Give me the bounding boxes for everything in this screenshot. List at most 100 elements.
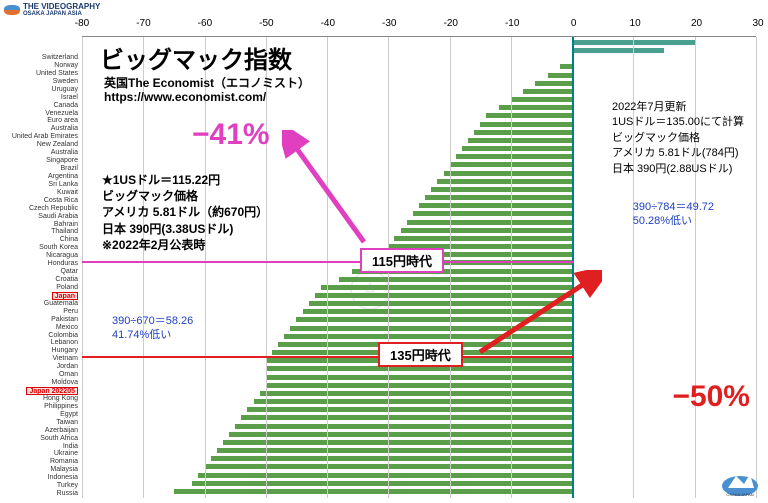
bar xyxy=(572,48,664,53)
country-label: India xyxy=(63,443,78,451)
x-tick: -50 xyxy=(259,18,273,29)
bar xyxy=(247,407,572,412)
logo-text-1: THE VIDEOGRAPHY xyxy=(23,2,100,11)
bar xyxy=(407,220,572,225)
grid-line xyxy=(143,37,144,498)
bar xyxy=(401,228,573,233)
bar xyxy=(523,89,572,94)
country-label: Pakistan xyxy=(51,316,78,324)
bar-row xyxy=(82,398,756,406)
country-label: Bahrain xyxy=(54,221,78,229)
bar xyxy=(462,146,572,151)
bar-row xyxy=(82,447,756,455)
bar-row xyxy=(82,406,756,414)
logo-top: THE VIDEOGRAPHY OSAKA JAPAN ASIA xyxy=(4,2,100,17)
bar xyxy=(431,187,572,192)
grid-line xyxy=(266,37,267,498)
country-label: Poland xyxy=(56,284,78,292)
country-label: United Arab Emirates xyxy=(12,133,78,141)
country-label: Euro area xyxy=(47,117,78,125)
bar-row xyxy=(82,455,756,463)
country-label: Japan xyxy=(52,292,78,300)
country-label: South Africa xyxy=(40,435,78,443)
country-label: Thailand xyxy=(51,228,78,236)
bar xyxy=(266,375,572,380)
country-label: Costa Rica xyxy=(44,197,78,205)
bar xyxy=(217,448,572,453)
country-label: Philippines xyxy=(44,403,78,411)
chart-title: ビッグマック指数 xyxy=(100,40,292,75)
bar-row xyxy=(82,300,756,308)
x-tick: -10 xyxy=(505,18,519,29)
country-label: Czech Republic xyxy=(29,205,78,213)
bar xyxy=(394,236,572,241)
bar xyxy=(223,440,572,445)
country-label: Vietnam xyxy=(52,355,78,363)
country-label: Peru xyxy=(63,308,78,316)
calculation-1: 390÷784＝49.7250.28%低い xyxy=(633,200,714,229)
arrow-pink-icon xyxy=(282,130,372,250)
bar-row xyxy=(82,292,756,300)
x-tick: -30 xyxy=(382,18,396,29)
bar-row xyxy=(82,472,756,480)
note-right: 2022年7月更新1USドル＝135.00にて計算ビッグマック価格アメリカ 5.… xyxy=(612,100,744,177)
country-label: Kuwait xyxy=(57,189,78,197)
country-label: Sri Lanka xyxy=(48,181,78,189)
highlight-line-115 xyxy=(82,261,574,263)
x-tick: 10 xyxy=(630,18,641,29)
country-label: Malaysia xyxy=(50,466,78,474)
percentage-50: −50% xyxy=(672,380,750,414)
grid-line xyxy=(82,37,83,498)
bar xyxy=(266,366,572,371)
country-label: New Zealand xyxy=(37,141,78,149)
country-label: Croatia xyxy=(55,276,78,284)
x-tick: -20 xyxy=(443,18,457,29)
bar-row xyxy=(82,488,756,496)
calculation-2: 390÷670＝58.2641.74%低い xyxy=(112,314,193,343)
logo-icon xyxy=(4,5,20,15)
bar xyxy=(437,179,572,184)
percentage-41: −41% xyxy=(192,118,270,152)
bar xyxy=(499,105,573,110)
chart-subtitle-2: https://www.economist.com/ xyxy=(104,90,266,104)
bar xyxy=(260,391,572,396)
bar-row xyxy=(82,382,756,390)
country-label: Qatar xyxy=(60,268,78,276)
x-tick: 20 xyxy=(691,18,702,29)
country-label: Romania xyxy=(50,458,78,466)
grid-line xyxy=(450,37,451,498)
country-label: Venezuela xyxy=(45,110,78,118)
bar xyxy=(198,473,572,478)
bar xyxy=(229,432,572,437)
country-label: Hungary xyxy=(52,347,78,355)
svg-text:OSAKA JAPAN: OSAKA JAPAN xyxy=(726,492,753,497)
bar-row xyxy=(82,414,756,422)
country-label: Jordan xyxy=(57,363,78,371)
bar xyxy=(468,138,572,143)
country-label: Honduras xyxy=(48,260,78,268)
x-tick: 0 xyxy=(571,18,577,29)
bar xyxy=(535,81,572,86)
country-label: Lebanon xyxy=(51,339,78,347)
country-label: Australia xyxy=(51,149,78,157)
bar xyxy=(235,424,572,429)
bar-row xyxy=(82,276,756,284)
bar xyxy=(413,211,572,216)
bar xyxy=(511,97,572,102)
country-label: Japan 202205 xyxy=(26,387,78,395)
country-label: Singapore xyxy=(46,157,78,165)
country-label: Nicaragua xyxy=(46,252,78,260)
country-label: Uruguay xyxy=(52,86,78,94)
bar xyxy=(444,171,573,176)
country-label: Ukraine xyxy=(54,450,78,458)
bar-row xyxy=(82,390,756,398)
x-axis: -80-70-60-50-40-30-20-100102030 xyxy=(82,18,758,34)
country-label: Mexico xyxy=(56,324,78,332)
bar-row xyxy=(82,374,756,382)
chart-subtitle-1: 英国The Economist（エコノミスト） xyxy=(104,74,310,91)
bar xyxy=(425,195,572,200)
arrow-red-icon xyxy=(472,270,602,360)
bar xyxy=(174,489,572,494)
country-label: United States xyxy=(36,70,78,78)
bar xyxy=(486,113,572,118)
